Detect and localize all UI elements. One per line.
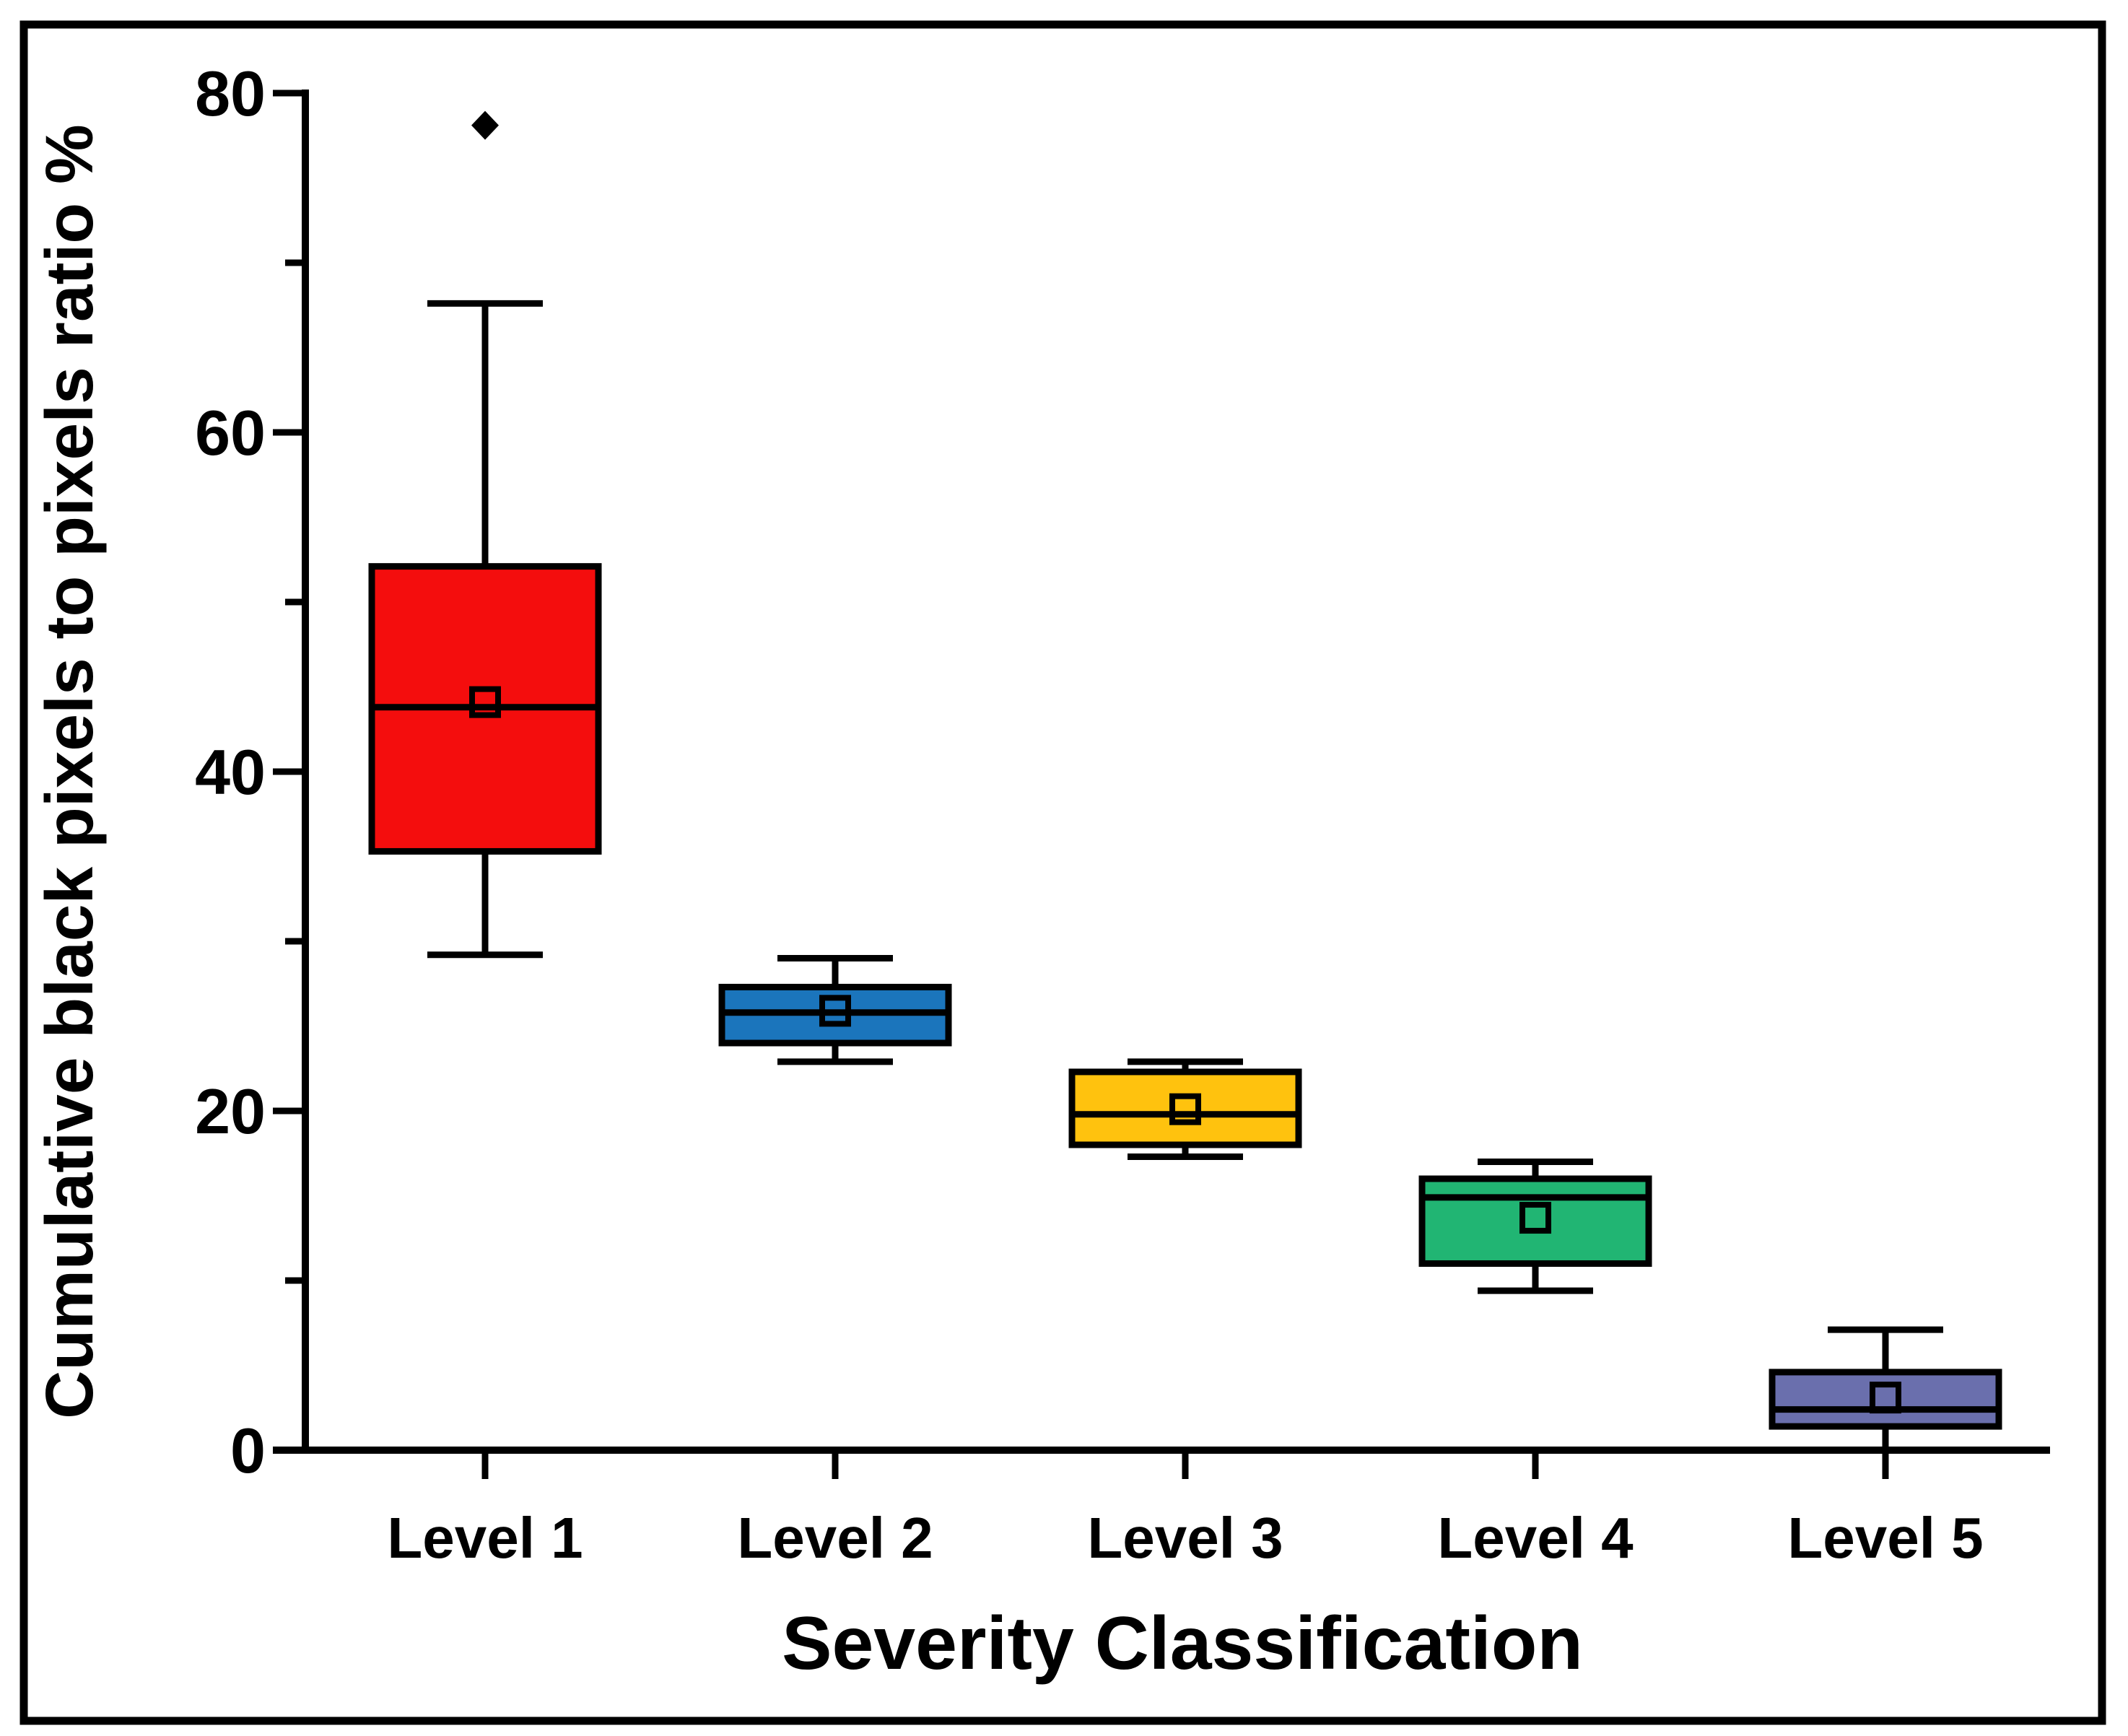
x-category-label-5: Level 5	[1787, 1506, 1983, 1570]
y-tick-label-40: 40	[195, 736, 266, 808]
y-tick-label-60: 60	[195, 397, 266, 468]
mean-marker-level-5	[1870, 1382, 1901, 1414]
series-layer	[368, 110, 2002, 1454]
x-category-label-3: Level 3	[1087, 1506, 1283, 1570]
mean-marker-level-1	[469, 686, 501, 718]
y-tick-label-80: 80	[195, 58, 266, 129]
mean-marker-level-4	[1519, 1202, 1551, 1234]
x-category-label-2: Level 2	[737, 1506, 933, 1570]
y-tick-label-0: 0	[230, 1415, 266, 1486]
y-tick-label-20: 20	[195, 1076, 266, 1147]
figure-border	[19, 20, 2106, 1725]
mean-marker-level-2	[819, 995, 851, 1027]
mean-marker-level-3	[1169, 1093, 1201, 1125]
axes-layer: 0 20 40 60 80 Level 1 Level 2 Level 3 Level 4 Lev…	[195, 58, 2050, 1570]
box-level-3	[1068, 1068, 1302, 1148]
box-level-5	[1769, 1369, 2002, 1430]
x-axis-title: Severity Classification	[782, 1602, 1583, 1685]
outlier-point-level-1	[471, 110, 499, 140]
box-level-4	[1418, 1175, 1652, 1267]
y-axis-title: Cumulative black pixels to pixels ratio …	[32, 124, 107, 1418]
x-category-label-4: Level 4	[1437, 1506, 1634, 1570]
x-category-label-1: Level 1	[387, 1506, 583, 1570]
